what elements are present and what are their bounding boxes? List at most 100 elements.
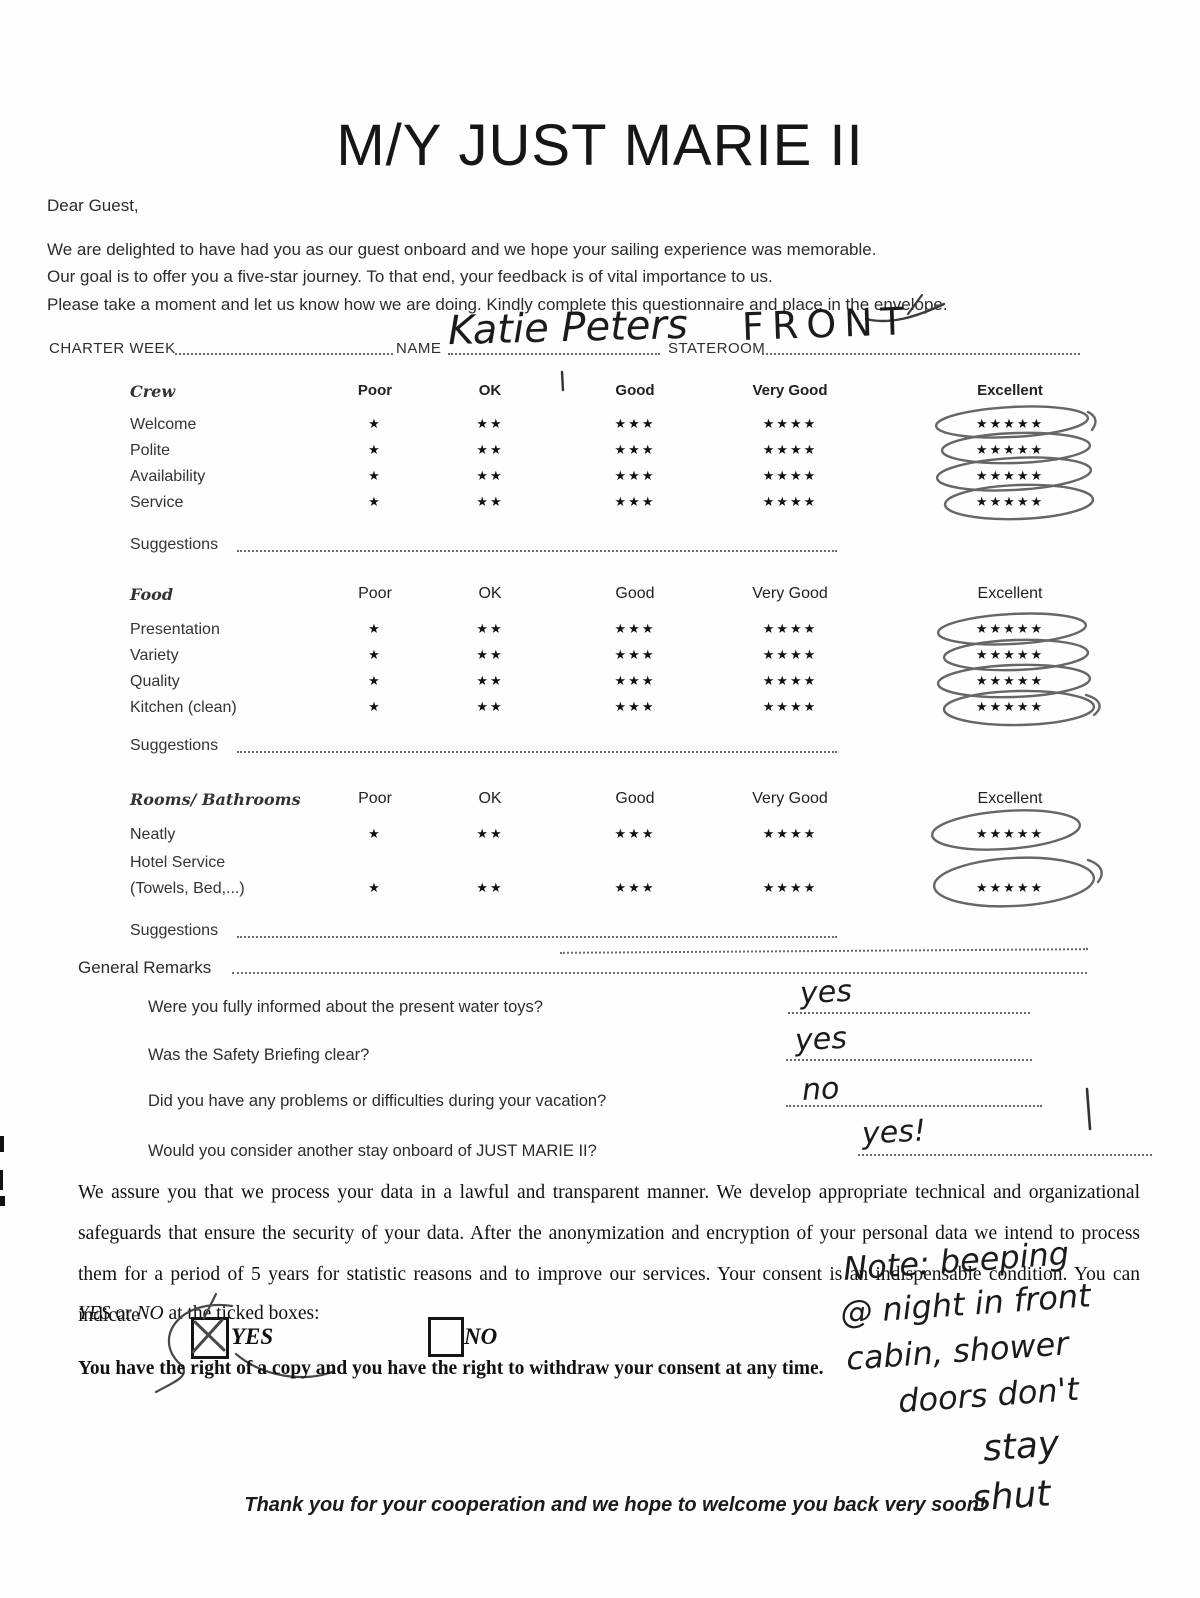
no-checkbox-label: NO [464, 1324, 498, 1349]
dotted-line [448, 353, 660, 355]
scan-artifact [0, 1170, 3, 1190]
scan-artifact [0, 1136, 4, 1152]
crew-row-label: Polite [130, 442, 171, 459]
star-rating-cell: ★★★★ [762, 621, 818, 636]
column-header-good: Good [615, 585, 655, 602]
column-header-very-good: Very Good [752, 585, 828, 602]
star-rating-cell: ★ [368, 416, 382, 431]
stateroom-value-handwritten: FRONT [741, 299, 913, 349]
question-text: Was the Safety Briefing clear? [148, 1046, 370, 1064]
name-label: NAME [396, 340, 442, 357]
star-rating-cell: ★★★ [614, 621, 656, 636]
star-rating-cell: ★★★ [614, 826, 656, 841]
star-rating-cell: ★★★★ [762, 880, 818, 895]
answer-line [786, 1105, 1042, 1107]
rooms-section-title: Rooms/ Bathrooms [130, 790, 301, 809]
star-rating-cell: ★ [368, 699, 382, 714]
star-rating-cell: ★★★ [614, 416, 656, 431]
star-rating-cell-selected: ★★★★★ [975, 621, 1045, 636]
crew-excellent-circle-annotation [934, 405, 1097, 521]
rights-statement: You have the right of a copy and you hav… [78, 1358, 824, 1379]
handwritten-note-line: stay [981, 1423, 1061, 1470]
star-rating-cell: ★★ [476, 416, 504, 431]
star-rating-cell: ★★★ [614, 442, 656, 457]
column-header-good: Good [615, 382, 655, 399]
food-section-title: Food [130, 585, 174, 604]
yes-checkbox [191, 1317, 229, 1359]
star-rating-cell: ★★★★ [762, 826, 818, 841]
star-rating-cell: ★★★★ [762, 468, 818, 483]
column-header-poor: Poor [358, 585, 392, 602]
question-text: Did you have any problems or difficultie… [148, 1092, 607, 1110]
column-header-excellent: Excellent [977, 790, 1043, 807]
star-rating-cell-selected: ★★★★★ [975, 468, 1045, 483]
star-rating-cell: ★★★ [614, 468, 656, 483]
column-header-excellent: Excellent [977, 382, 1043, 399]
suggestions-label: Suggestions [130, 737, 219, 754]
pen-tick [560, 370, 565, 392]
no-checkbox [428, 1317, 464, 1357]
rooms-rating-table: Rooms/ Bathrooms Poor OK Good Very Good … [130, 790, 1150, 906]
intro-line-1: We are delighted to have had you as our … [47, 240, 877, 259]
crew-section-title: Crew [130, 382, 176, 401]
star-rating-cell-selected: ★★★★★ [975, 416, 1045, 431]
column-header-excellent: Excellent [977, 585, 1043, 602]
answer-line [786, 1059, 1032, 1061]
food-row-label: Presentation [130, 621, 220, 638]
question-answer-handwritten: no [801, 1071, 841, 1108]
name-value-handwritten: Katie Peters [447, 301, 689, 355]
star-rating-cell: ★★★★ [762, 416, 818, 431]
dotted-line [237, 550, 837, 552]
column-header-very-good: Very Good [752, 790, 828, 807]
answer-line [788, 1012, 1030, 1014]
star-rating-cell: ★★★ [614, 647, 656, 662]
handwritten-note-line: doors don't [896, 1369, 1081, 1421]
rooms-row-label: (Towels, Bed,...) [130, 880, 245, 897]
intro-line-3: Please take a moment and let us know how… [47, 295, 948, 314]
star-rating-cell: ★★★ [614, 880, 656, 895]
question-text: Were you fully informed about the presen… [148, 998, 543, 1016]
answer-line [858, 1154, 1152, 1156]
star-rating-cell-selected: ★★★★★ [975, 494, 1045, 509]
pen-stroke-envelope [864, 293, 946, 323]
suggestions-label: Suggestions [130, 922, 219, 939]
column-header-ok: OK [478, 585, 502, 602]
star-rating-cell: ★★★★ [762, 699, 818, 714]
crew-rating-table: Crew Poor OK Good Very Good Excellent We… [130, 382, 1150, 520]
star-rating-cell: ★ [368, 880, 382, 895]
column-header-very-good: Very Good [752, 382, 828, 399]
food-rating-table: Food Poor OK Good Very Good Excellent Pr… [130, 585, 1150, 725]
or-word: or [110, 1303, 137, 1324]
star-rating-cell: ★ [368, 494, 382, 509]
intro-line-2: Our goal is to offer you a five-star jou… [47, 267, 773, 286]
star-rating-cell: ★★★★ [762, 442, 818, 457]
stateroom-label: STATEROOM [668, 340, 766, 357]
column-header-ok: OK [478, 790, 502, 807]
star-rating-cell: ★ [368, 621, 382, 636]
star-rating-cell: ★ [368, 442, 382, 457]
star-rating-cell: ★★★★ [762, 673, 818, 688]
star-rating-cell-selected: ★★★★★ [975, 880, 1045, 895]
food-row-label: Quality [130, 673, 180, 690]
question-answer-handwritten: yes [799, 973, 853, 1012]
star-rating-cell-selected: ★★★★★ [975, 699, 1045, 714]
dotted-line [559, 948, 1089, 954]
crew-row-label: Service [130, 494, 184, 511]
star-rating-cell-selected: ★★★★★ [975, 826, 1045, 841]
crew-row-label: Availability [130, 468, 206, 485]
dotted-line [237, 751, 837, 753]
star-rating-cell: ★★ [476, 494, 504, 509]
food-row-label: Variety [130, 647, 179, 664]
star-rating-cell: ★★ [476, 673, 504, 688]
question-text: Would you consider another stay onboard … [148, 1142, 597, 1160]
yes-checkbox-handwritten-mark [154, 1292, 334, 1394]
crew-row-label: Welcome [130, 416, 197, 433]
column-header-poor: Poor [357, 382, 393, 399]
rooms-excellent-circle-annotation [930, 809, 1103, 908]
charter-week-label: CHARTER WEEK [49, 340, 176, 357]
dotted-line [762, 353, 1080, 355]
food-row-label: Kitchen (clean) [130, 699, 237, 716]
star-rating-cell: ★★ [476, 826, 504, 841]
rooms-row-label: Neatly [130, 826, 176, 843]
